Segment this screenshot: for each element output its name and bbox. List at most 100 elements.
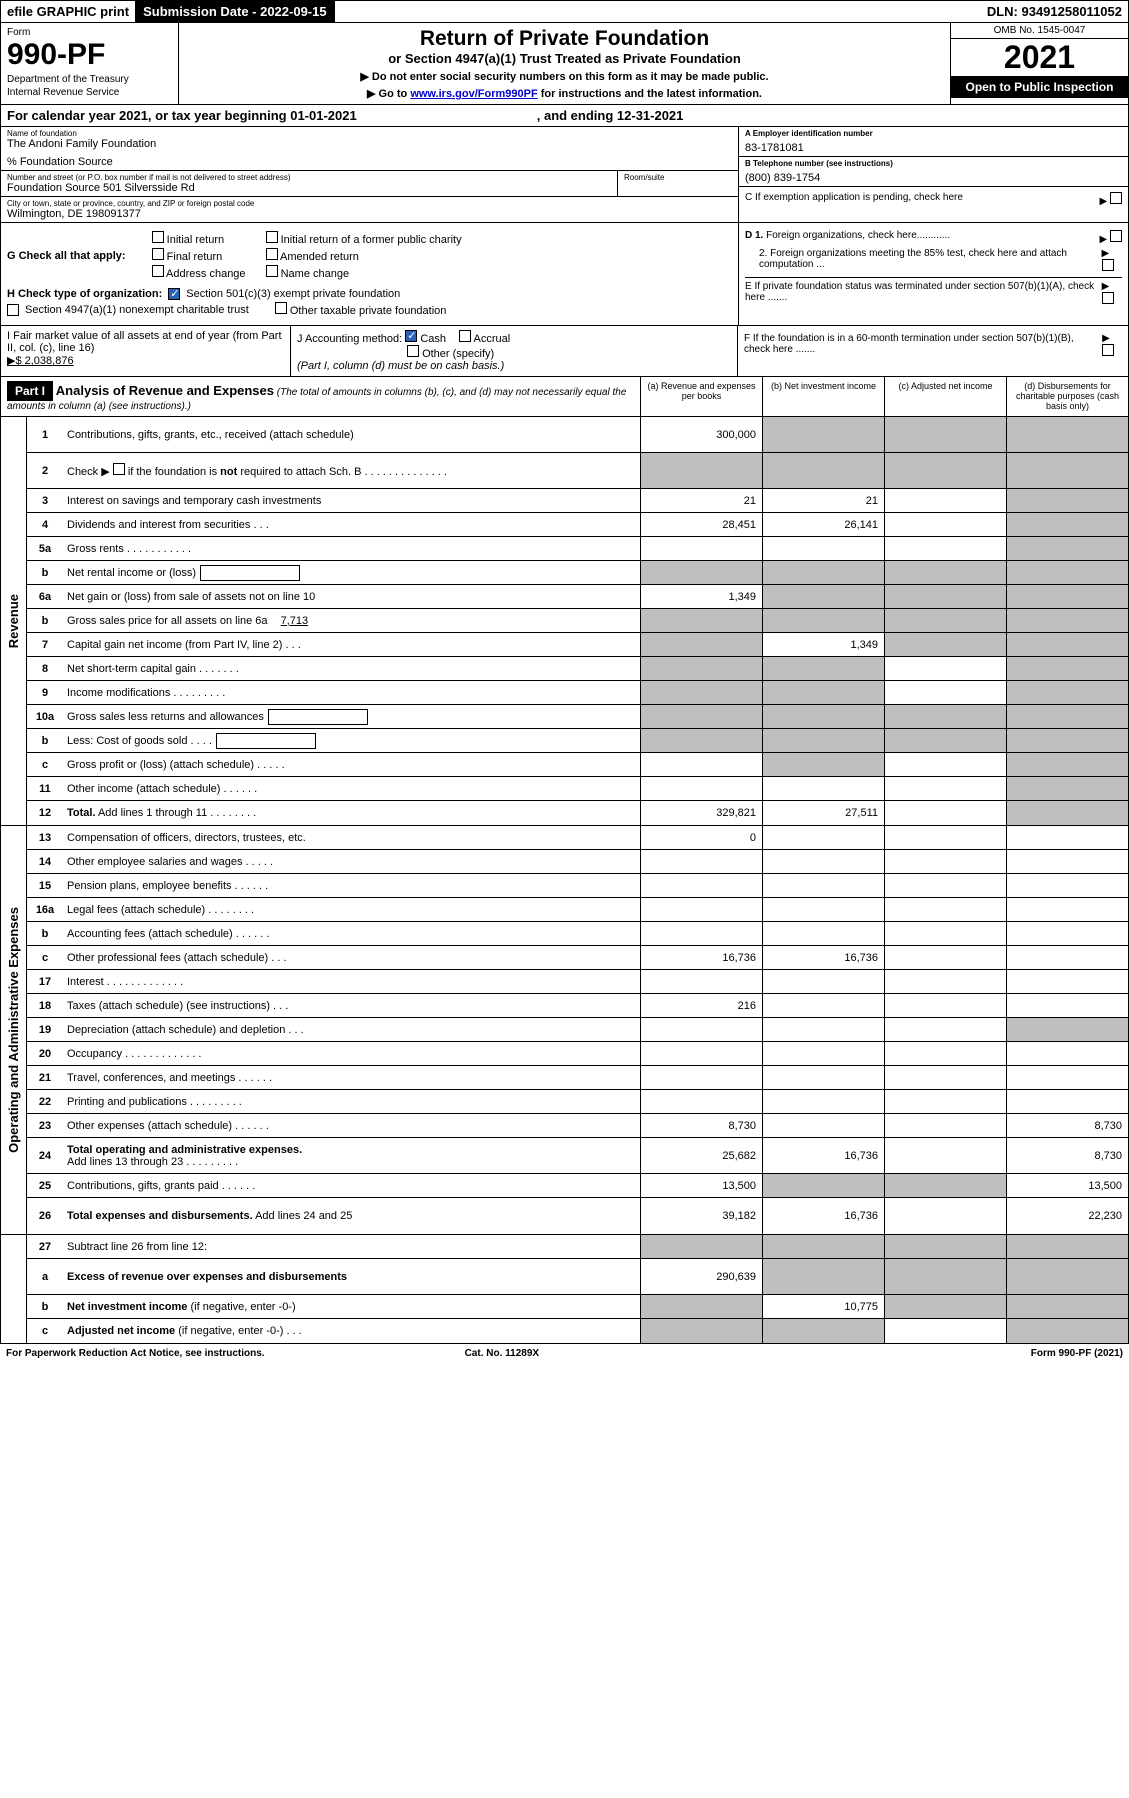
irs-link[interactable]: www.irs.gov/Form990PF [410, 88, 537, 100]
col-a-hdr: (a) Revenue and expenses per books [640, 377, 762, 416]
net-table: 27Subtract line 26 from line 12: aExcess… [0, 1235, 1129, 1344]
row-ijf: I Fair market value of all assets at end… [0, 326, 1129, 377]
top-bar: efile GRAPHIC print Submission Date - 20… [0, 0, 1129, 23]
col-c-hdr: (c) Adjusted net income [884, 377, 1006, 416]
g-initial[interactable] [152, 231, 164, 243]
line-2: 2Check ▶ if the foundation is not requir… [27, 453, 1128, 489]
line-18: 18Taxes (attach schedule) (see instructi… [27, 994, 1128, 1018]
line-10a: 10aGross sales less returns and allowanc… [27, 705, 1128, 729]
line-16b: bAccounting fees (attach schedule) . . .… [27, 922, 1128, 946]
line-27: 27Subtract line 26 from line 12: [27, 1235, 1128, 1259]
identity-grid: Name of foundation The Andoni Family Fou… [0, 127, 1129, 223]
j-cash[interactable] [405, 330, 417, 342]
col-b-hdr: (b) Net investment income [762, 377, 884, 416]
line-17: 17Interest . . . . . . . . . . . . . [27, 970, 1128, 994]
g-amended[interactable] [266, 248, 278, 260]
h-row: H Check type of organization: Section 50… [7, 288, 732, 300]
open-inspection: Open to Public Inspection [951, 76, 1128, 98]
line-15: 15Pension plans, employee benefits . . .… [27, 874, 1128, 898]
j-other[interactable] [407, 345, 419, 357]
j-accrual[interactable] [459, 330, 471, 342]
line-9: 9Income modifications . . . . . . . . . [27, 681, 1128, 705]
omb: OMB No. 1545-0047 [951, 23, 1128, 39]
h-501c3[interactable] [168, 288, 180, 300]
g-initial-former[interactable] [266, 231, 278, 243]
line-1: 1Contributions, gifts, grants, etc., rec… [27, 417, 1128, 453]
f-checkbox[interactable] [1102, 344, 1114, 356]
addr-cell: Number and street (or P.O. box number if… [1, 171, 618, 197]
header-center: Return of Private Foundation or Section … [179, 23, 950, 104]
dept-2: Internal Revenue Service [7, 87, 172, 98]
line-22: 22Printing and publications . . . . . . … [27, 1090, 1128, 1114]
efile-label: efile GRAPHIC print [1, 1, 135, 22]
submission-date: Submission Date - 2022-09-15 [135, 1, 335, 22]
line-6b: bGross sales price for all assets on lin… [27, 609, 1128, 633]
g-name[interactable] [266, 265, 278, 277]
checks-block: G Check all that apply: Initial return I… [0, 223, 1129, 326]
schb-checkbox[interactable] [113, 463, 125, 475]
footer-left: For Paperwork Reduction Act Notice, see … [6, 1348, 265, 1359]
dept-1: Department of the Treasury [7, 74, 172, 85]
form-word: Form [7, 27, 172, 38]
line-21: 21Travel, conferences, and meetings . . … [27, 1066, 1128, 1090]
cal-year-text: For calendar year 2021, or tax year begi… [7, 108, 357, 123]
line-6a: 6aNet gain or (loss) from sale of assets… [27, 585, 1128, 609]
g-address[interactable] [152, 265, 164, 277]
revenue-table: Revenue 1Contributions, gifts, grants, e… [0, 417, 1129, 826]
form-title: Return of Private Foundation [187, 27, 942, 51]
form-header: Form 990-PF Department of the Treasury I… [0, 23, 1129, 105]
line-5b: bNet rental income or (loss) [27, 561, 1128, 585]
line-13: 13Compensation of officers, directors, t… [27, 826, 1128, 850]
page-footer: For Paperwork Reduction Act Notice, see … [0, 1344, 1129, 1363]
form-subtitle: or Section 4947(a)(1) Trust Treated as P… [187, 51, 942, 66]
cal-year-ending: , and ending 12-31-2021 [537, 108, 684, 123]
side-expenses: Operating and Administrative Expenses [1, 826, 27, 1234]
expenses-table: Operating and Administrative Expenses 13… [0, 826, 1129, 1235]
line-8: 8Net short-term capital gain . . . . . .… [27, 657, 1128, 681]
room-cell: Room/suite [618, 171, 738, 197]
c-cell: C If exemption application is pending, c… [739, 187, 1128, 212]
g-row: G Check all that apply: Initial return I… [7, 231, 732, 280]
c-checkbox[interactable] [1110, 192, 1122, 204]
g-final[interactable] [152, 248, 164, 260]
footer-right: Form 990-PF (2021) [1031, 1348, 1123, 1359]
h-other[interactable] [275, 302, 287, 314]
e-checkbox[interactable] [1102, 292, 1114, 304]
note-ssn: ▶ Do not enter social security numbers o… [187, 70, 942, 83]
line-7: 7Capital gain net income (from Part IV, … [27, 633, 1128, 657]
line-11: 11Other income (attach schedule) . . . .… [27, 777, 1128, 801]
line-3: 3Interest on savings and temporary cash … [27, 489, 1128, 513]
line-20: 20Occupancy . . . . . . . . . . . . . [27, 1042, 1128, 1066]
line-23: 23Other expenses (attach schedule) . . .… [27, 1114, 1128, 1138]
calendar-year-row: For calendar year 2021, or tax year begi… [0, 105, 1129, 127]
f-seg: F If the foundation is in a 60-month ter… [738, 326, 1128, 376]
line-27b: bNet investment income (if negative, ent… [27, 1295, 1128, 1319]
header-left: Form 990-PF Department of the Treasury I… [1, 23, 179, 104]
part1-label: Part I [7, 381, 53, 401]
line-24: 24Total operating and administrative exp… [27, 1138, 1128, 1174]
side-revenue: Revenue [1, 417, 27, 825]
part1-title: Analysis of Revenue and Expenses [56, 383, 274, 398]
i-seg: I Fair market value of all assets at end… [1, 326, 291, 376]
note-link: ▶ Go to www.irs.gov/Form990PF for instru… [187, 87, 942, 100]
line-27c: cAdjusted net income (if negative, enter… [27, 1319, 1128, 1343]
header-right: OMB No. 1545-0047 2021 Open to Public In… [950, 23, 1128, 104]
ein-cell: A Employer identification number 83-1781… [739, 127, 1128, 157]
h-4947[interactable] [7, 304, 19, 316]
d1-checkbox[interactable] [1110, 230, 1122, 242]
part1-header: Part I Analysis of Revenue and Expenses … [0, 377, 1129, 417]
line-16a: 16aLegal fees (attach schedule) . . . . … [27, 898, 1128, 922]
line-26: 26Total expenses and disbursements. Add … [27, 1198, 1128, 1234]
tax-year: 2021 [951, 39, 1128, 76]
j-seg: J Accounting method: Cash Accrual Other … [291, 326, 738, 376]
line-10c: cGross profit or (loss) (attach schedule… [27, 753, 1128, 777]
line-25: 25Contributions, gifts, grants paid . . … [27, 1174, 1128, 1198]
col-d-hdr: (d) Disbursements for charitable purpose… [1006, 377, 1128, 416]
line-4: 4Dividends and interest from securities … [27, 513, 1128, 537]
line-12: 12Total. Add lines 1 through 11 . . . . … [27, 801, 1128, 825]
city-cell: City or town, state or province, country… [1, 197, 738, 222]
line-19: 19Depreciation (attach schedule) and dep… [27, 1018, 1128, 1042]
d2-checkbox[interactable] [1102, 259, 1114, 271]
footer-mid: Cat. No. 11289X [465, 1348, 539, 1359]
form-number: 990-PF [7, 38, 172, 72]
